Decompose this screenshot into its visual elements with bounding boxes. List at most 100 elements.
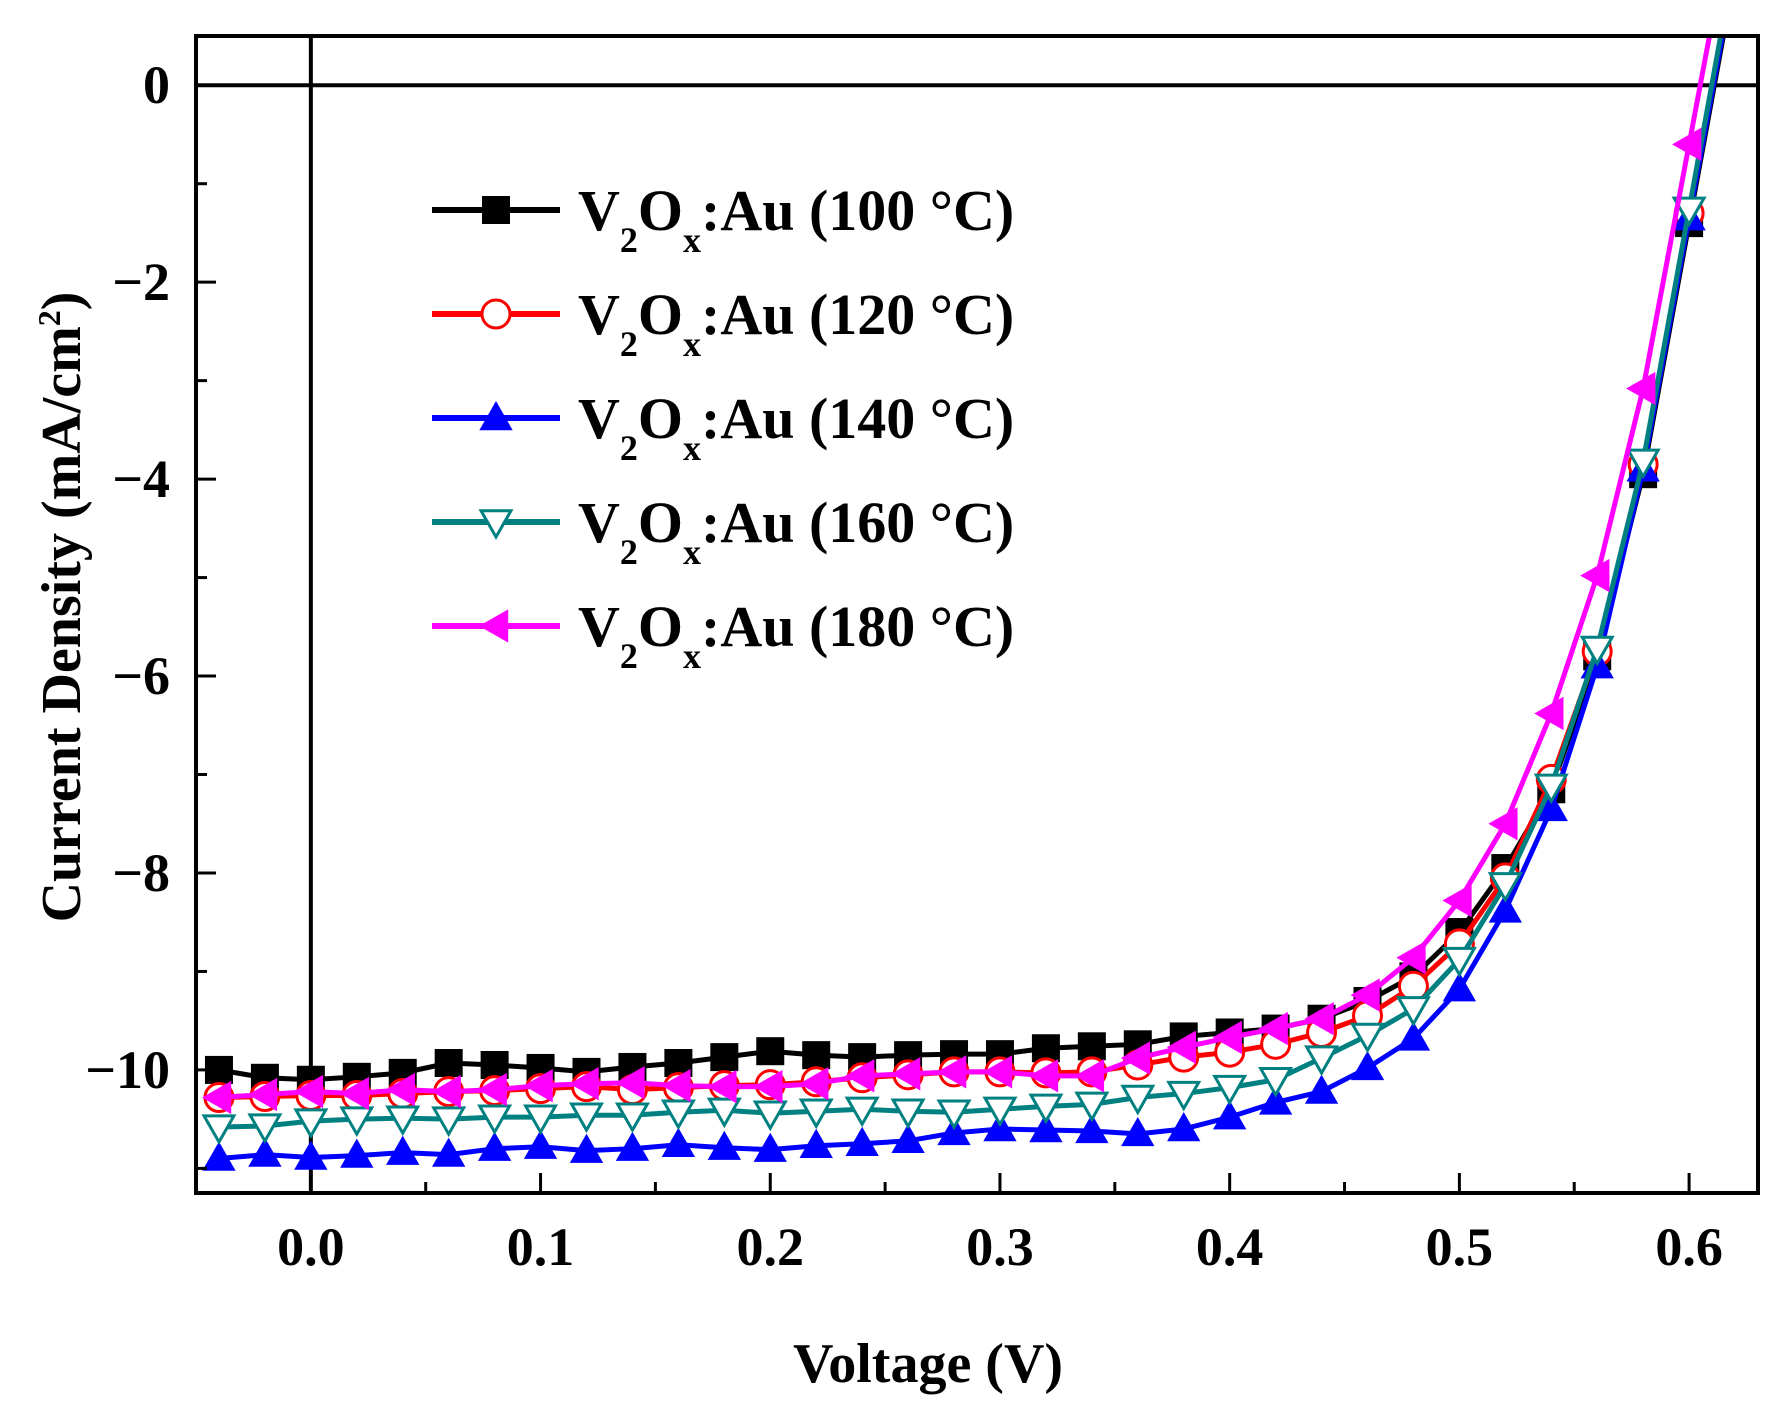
data-point: [1488, 893, 1522, 923]
data-point: [1028, 1059, 1059, 1093]
legend-entry: V2Ox:Au (160 °C): [432, 490, 1014, 572]
series-v2ox-au-160-c: [201, 36, 1724, 1145]
data-point: [802, 1041, 831, 1070]
data-point: [798, 1098, 834, 1130]
data-point: [1442, 972, 1477, 1002]
plot-frame: [194, 34, 1760, 1195]
y-tick-label: −8: [112, 843, 170, 903]
legend-label-part: V: [578, 386, 620, 451]
legend-label-part: O: [638, 386, 683, 451]
series-layer: [201, 36, 1726, 1171]
data-point: [1349, 1022, 1386, 1054]
legend-label-part: 2: [620, 324, 638, 364]
data-point: [707, 1130, 741, 1160]
data-point: [1441, 946, 1477, 978]
data-point: [1304, 1045, 1340, 1077]
data-point: [1166, 1080, 1202, 1112]
data-point: [293, 1074, 324, 1109]
data-point: [1442, 883, 1472, 918]
data-point: [1167, 1112, 1201, 1142]
legend-label-part: x: [683, 636, 701, 676]
data-point: [294, 1140, 328, 1170]
data-point: [1029, 1113, 1063, 1143]
legend: V2Ox:Au (100 °C)V2Ox:Au (120 °C)V2Ox:Au …: [432, 178, 1014, 676]
data-point: [1213, 1100, 1247, 1130]
x-tick-label: 0.4: [1196, 1217, 1264, 1277]
legend-label-part: 2: [620, 532, 638, 572]
y-tick-label: 0: [143, 55, 170, 115]
legend-label-part: 2: [620, 636, 638, 676]
data-point: [201, 1114, 237, 1145]
data-point: [385, 1105, 421, 1137]
data-point: [247, 1113, 283, 1145]
data-point: [477, 1104, 513, 1136]
data-point: [845, 1059, 875, 1093]
data-point: [1166, 1030, 1196, 1064]
legend-marker: [479, 401, 513, 431]
legend-label-part: V: [578, 282, 620, 347]
data-point: [1028, 1093, 1064, 1125]
legend-label: V2Ox:Au (180 °C): [578, 594, 1014, 676]
data-point: [1074, 1091, 1110, 1123]
x-tick-label: 0.6: [1655, 1217, 1723, 1277]
data-point: [386, 1135, 420, 1165]
legend-label-part: O: [638, 282, 683, 347]
data-point: [1212, 1020, 1242, 1055]
legend-label-part: 2: [620, 220, 638, 260]
data-point: [1534, 696, 1564, 731]
legend-entry: V2Ox:Au (140 °C): [432, 386, 1014, 468]
y-axis-title-main: Current Density (mA/cm: [31, 326, 93, 922]
data-point: [890, 1098, 926, 1130]
data-point: [523, 1129, 558, 1159]
data-point: [799, 1128, 833, 1158]
data-point: [1120, 1041, 1151, 1075]
legend-label-part: O: [638, 490, 683, 555]
data-point: [1580, 558, 1610, 593]
data-point: [1671, 196, 1707, 228]
series-v2ox-au-180-c: [202, 36, 1713, 1115]
series-line: [218, 36, 1724, 1130]
data-point: [1304, 1002, 1334, 1036]
series-line: [218, 36, 1725, 1162]
x-tick-label: 0.2: [737, 1217, 805, 1277]
legend-label-part: V: [578, 490, 620, 555]
data-point: [1672, 127, 1702, 161]
data-point: [569, 1133, 604, 1163]
data-point: [1304, 1074, 1339, 1104]
data-point: [844, 1096, 880, 1128]
data-point: [1626, 371, 1656, 406]
legend-label-part: x: [683, 324, 701, 364]
data-point: [202, 1080, 232, 1115]
legend-label: V2Ox:Au (140 °C): [578, 386, 1014, 468]
legend-label-part: x: [683, 220, 701, 260]
data-point: [202, 1141, 236, 1171]
data-point: [1350, 1050, 1385, 1081]
legend-label-part: :Au (100 °C): [701, 178, 1014, 243]
data-point: [615, 1066, 645, 1100]
data-point: [568, 1102, 605, 1134]
x-tick-label: 0.5: [1426, 1217, 1494, 1277]
data-point: [385, 1072, 415, 1107]
data-point: [1258, 1085, 1293, 1115]
legend-label-part: O: [638, 178, 683, 243]
data-point: [1258, 1011, 1288, 1046]
data-point: [1487, 872, 1523, 903]
data-point: [891, 1057, 921, 1091]
data-point: [799, 1067, 829, 1101]
legend-label: V2Ox:Au (160 °C): [578, 490, 1014, 572]
data-point: [753, 1069, 783, 1104]
data-point: [339, 1076, 370, 1111]
data-point: [1031, 1034, 1060, 1063]
data-point: [937, 1115, 971, 1146]
data-point: [523, 1104, 559, 1136]
y-tick-label: −4: [112, 449, 170, 509]
legend-label-part: O: [638, 594, 683, 659]
data-point: [431, 1106, 467, 1138]
data-point: [982, 1096, 1018, 1128]
x-tick-label: 0.3: [966, 1217, 1034, 1277]
data-point: [891, 1123, 925, 1154]
y-axis-title-sup: 2: [31, 310, 67, 326]
data-point: [1120, 1084, 1156, 1116]
legend-entry: V2Ox:Au (120 °C): [432, 282, 1014, 364]
legend-label: V2Ox:Au (120 °C): [578, 282, 1014, 364]
